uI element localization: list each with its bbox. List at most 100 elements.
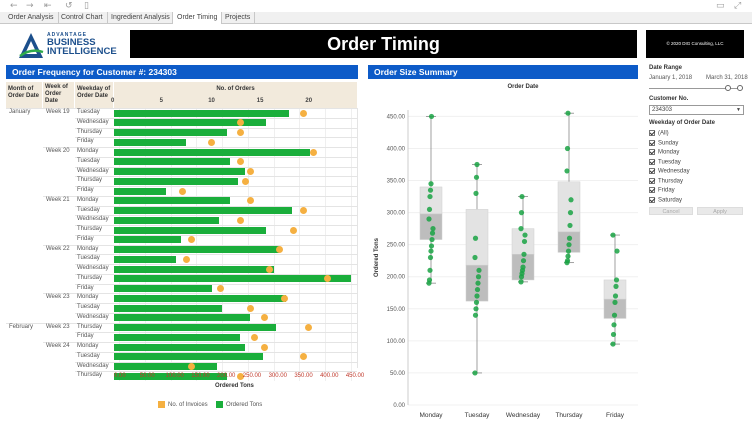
invoice-count-dot[interactable] [275, 246, 283, 253]
comment-icon[interactable]: ▭ [716, 1, 725, 11]
forward-icon[interactable]: → [26, 1, 34, 11]
invoice-count-dot[interactable] [290, 226, 298, 234]
checkbox-icon[interactable] [649, 158, 655, 165]
data-point[interactable] [428, 243, 435, 249]
checkbox-icon[interactable] [649, 168, 655, 174]
invoice-count-dot[interactable] [183, 255, 191, 263]
ordered-tons-bar[interactable] [114, 158, 230, 166]
data-point[interactable] [519, 193, 525, 200]
ordered-tons-bar[interactable] [114, 187, 167, 195]
ordered-tons-bar[interactable] [114, 216, 220, 224]
data-point[interactable] [475, 274, 482, 280]
weekday-option[interactable]: Wednesday [649, 168, 690, 175]
weekday-option[interactable]: Friday [649, 187, 675, 194]
invoice-count-dot[interactable] [207, 138, 215, 146]
weekday-option[interactable]: (All) [649, 130, 669, 137]
data-point[interactable] [521, 251, 527, 257]
invoice-count-dot[interactable] [217, 285, 225, 292]
ordered-tons-bar[interactable] [114, 363, 217, 370]
ordered-tons-bar[interactable] [114, 324, 277, 331]
invoice-count-dot[interactable] [300, 207, 308, 214]
invoice-count-dot[interactable] [236, 129, 244, 136]
tab-ingredient-analysis[interactable]: Ingredient Analysis [107, 12, 175, 24]
ordered-tons-bar[interactable] [114, 236, 181, 244]
data-point[interactable] [518, 279, 524, 285]
invoice-count-dot[interactable] [324, 275, 332, 283]
ordered-tons-bar[interactable] [114, 314, 251, 322]
data-point[interactable] [427, 187, 434, 193]
cancel-button[interactable]: Cancel [649, 207, 693, 215]
data-point[interactable] [472, 370, 478, 376]
invoice-count-dot[interactable] [188, 236, 196, 244]
invoice-count-dot[interactable] [236, 119, 244, 127]
data-point[interactable] [429, 230, 436, 236]
data-point[interactable] [473, 306, 479, 312]
invoice-count-dot[interactable] [246, 168, 254, 175]
data-point[interactable] [518, 210, 525, 216]
data-point[interactable] [522, 232, 528, 238]
data-point[interactable] [566, 242, 572, 248]
ordered-tons-bar[interactable] [114, 265, 274, 273]
weekday-option[interactable]: Monday [649, 149, 679, 156]
data-point[interactable] [520, 258, 527, 264]
ordered-tons-bar[interactable] [114, 177, 238, 185]
data-point[interactable] [473, 190, 479, 196]
apply-button[interactable]: Apply [697, 207, 743, 215]
ordered-tons-bar[interactable] [114, 138, 186, 146]
invoice-count-dot[interactable] [300, 353, 308, 361]
ordered-tons-bar[interactable] [114, 372, 228, 380]
invoice-count-dot[interactable] [261, 343, 269, 351]
ordered-tons-bar[interactable] [114, 246, 279, 253]
data-point[interactable] [475, 280, 481, 286]
data-point[interactable] [472, 235, 479, 241]
checkbox-icon[interactable] [649, 130, 655, 136]
data-point[interactable] [610, 331, 617, 338]
legend-invoices[interactable]: No. of Invoices [158, 401, 208, 408]
data-point[interactable] [612, 293, 619, 299]
data-point[interactable] [474, 161, 480, 168]
data-point[interactable] [566, 235, 573, 241]
back-icon[interactable]: ← [10, 1, 18, 11]
data-point[interactable] [568, 197, 574, 203]
ordered-tons-bar[interactable] [114, 148, 310, 156]
date-slider-handle-left[interactable] [725, 85, 731, 91]
date-slider-handle-right[interactable] [737, 85, 743, 91]
data-point[interactable] [474, 286, 481, 293]
data-point[interactable] [610, 341, 616, 347]
invoice-count-dot[interactable] [188, 363, 196, 370]
tab-order-timing[interactable]: Order Timing [172, 12, 223, 24]
date-slider-track[interactable] [649, 88, 741, 89]
data-point[interactable] [521, 238, 528, 245]
checkbox-icon[interactable] [649, 196, 655, 203]
invoice-count-dot[interactable] [266, 265, 274, 273]
checkbox-icon[interactable] [649, 139, 655, 146]
invoice-count-dot[interactable] [251, 333, 259, 341]
weekday-option[interactable]: Thursday [649, 177, 683, 184]
weekday-option[interactable]: Tuesday [649, 158, 681, 165]
data-point[interactable] [567, 222, 573, 229]
data-point[interactable] [613, 283, 619, 289]
data-point[interactable] [428, 113, 435, 120]
legend-tons[interactable]: Ordered Tons [216, 401, 262, 408]
data-point[interactable] [473, 174, 480, 180]
invoice-count-dot[interactable] [261, 314, 269, 322]
undo-all-icon[interactable]: ⇤ [44, 1, 52, 11]
data-point[interactable] [472, 254, 478, 261]
ordered-tons-bar[interactable] [114, 285, 212, 292]
invoice-count-dot[interactable] [280, 294, 288, 302]
ordered-tons-bar[interactable] [114, 226, 266, 234]
weekday-option[interactable]: Saturday [649, 196, 682, 203]
fullscreen-icon[interactable]: ⤢ [734, 1, 742, 11]
tab-control-chart[interactable]: Control Chart [57, 12, 108, 24]
data-point[interactable] [564, 168, 570, 174]
invoice-count-dot[interactable] [178, 187, 186, 195]
data-point[interactable] [426, 206, 433, 213]
invoice-count-dot[interactable] [246, 197, 254, 205]
ordered-tons-bar[interactable] [114, 333, 241, 341]
data-point[interactable] [565, 253, 571, 259]
checkbox-icon[interactable] [649, 187, 655, 193]
data-point[interactable] [567, 210, 574, 216]
ordered-tons-bar[interactable] [114, 207, 292, 214]
data-point[interactable] [610, 232, 616, 238]
invoice-count-dot[interactable] [246, 304, 254, 312]
